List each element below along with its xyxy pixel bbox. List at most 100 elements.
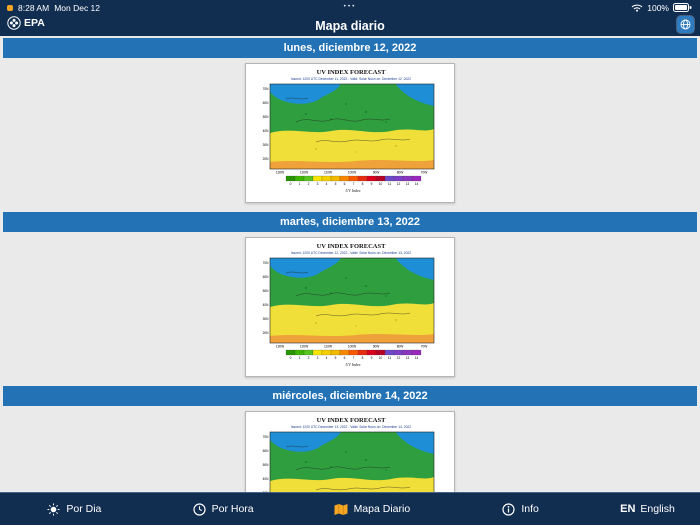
scale-value: 8	[362, 182, 364, 186]
uv-scale-values: 0 1 2 3 4 5 6 7 8 9 10 11 12 13 14	[290, 356, 419, 360]
scale-value: 7	[353, 182, 355, 186]
scale-value: 4	[326, 182, 328, 186]
tab-mapa-diario[interactable]: Mapa Diario	[298, 503, 447, 516]
scale-value: 14	[415, 356, 419, 360]
uv-scale-values: 0 1 2 3 4 5 6 7 8 9 10 11 12 13 14	[290, 182, 419, 186]
globe-icon	[680, 19, 691, 30]
scale-value: 14	[415, 182, 419, 186]
lat-label: 50N	[263, 289, 270, 293]
home-indicator-dots: •••	[343, 3, 357, 10]
map-title: UV INDEX FORECAST	[317, 417, 387, 424]
lat-label: 50N	[263, 115, 270, 119]
longitude-labels: 130W 120W 110W 100W 90W 80W 70W	[276, 345, 427, 349]
scale-value: 8	[362, 356, 364, 360]
lat-label: 40N	[263, 477, 270, 481]
clock-icon	[193, 502, 206, 516]
top-header: 8:28 AM Mon Dec 12 ••• 100%	[0, 0, 700, 36]
scale-value: 12	[397, 182, 401, 186]
uv-axis-label: UV Index	[345, 188, 360, 193]
lon-label: 120W	[300, 345, 308, 349]
epa-logo-text: EPA	[24, 17, 45, 29]
lon-label: 100W	[348, 171, 356, 175]
scale-value: 12	[397, 356, 401, 360]
battery-icon	[673, 3, 692, 12]
lat-label: 40N	[263, 129, 270, 133]
uv-map-card: UV INDEX FORECAST Issued: 1200 UTC Decem…	[245, 411, 455, 492]
scale-value: 6	[344, 182, 346, 186]
scale-value: 5	[335, 356, 337, 360]
lat-label: 20N	[263, 157, 270, 161]
day-header: martes, diciembre 13, 2022	[3, 212, 697, 232]
scale-value: 11	[388, 356, 392, 360]
tab-por-dia[interactable]: Por Dia	[0, 503, 149, 516]
lat-label: 50N	[263, 463, 270, 467]
lat-label: 70N	[263, 435, 270, 439]
latitude-labels: 70N 60N 50N 40N 30N 20N	[263, 87, 270, 161]
status-left: 8:28 AM Mon Dec 12	[7, 3, 100, 13]
scale-value: 13	[406, 356, 410, 360]
map-slot: UV INDEX FORECAST Issued: 1200 UTC Decem…	[0, 63, 700, 203]
lon-label: 100W	[348, 345, 356, 349]
scale-value: 10	[379, 356, 383, 360]
uv-color-scale	[285, 175, 422, 182]
uv-color-scale	[285, 349, 422, 356]
lat-label: 20N	[263, 331, 270, 335]
language-selector[interactable]: EN English	[595, 503, 700, 515]
scale-value: 11	[388, 182, 392, 186]
nav-bar: EPA Mapa diario	[0, 15, 700, 36]
globe-button[interactable]	[677, 16, 694, 33]
epa-logo: EPA	[7, 16, 45, 30]
battery-percent: 100%	[647, 2, 669, 13]
lat-label: 30N	[263, 491, 270, 492]
scale-value: 5	[335, 182, 337, 186]
content-scroll[interactable]: lunes, diciembre 12, 2022 UV INDEX FOREC…	[0, 36, 700, 492]
lon-label: 120W	[300, 171, 308, 175]
scale-value: 7	[353, 356, 355, 360]
scale-value: 9	[371, 182, 373, 186]
lon-label: 130W	[276, 171, 284, 175]
wifi-icon	[631, 4, 643, 12]
map-slot: UV INDEX FORECAST Issued: 1200 UTC Decem…	[0, 237, 700, 377]
map-subtitle: Issued: 1200 UTC December 11, 2022 - Val…	[291, 77, 411, 81]
map-icon	[334, 503, 348, 515]
map-slot: UV INDEX FORECAST Issued: 1200 UTC Decem…	[0, 411, 700, 492]
day-header: miércoles, diciembre 14, 2022	[3, 386, 697, 406]
tab-info[interactable]: Info	[446, 502, 595, 516]
lon-label: 130W	[276, 345, 284, 349]
page-title: Mapa diario	[315, 18, 385, 33]
lat-label: 40N	[263, 303, 270, 307]
status-date: Mon Dec 12	[54, 2, 101, 13]
language-code: EN	[620, 503, 636, 515]
tab-label: Por Hora	[211, 503, 254, 515]
info-icon	[502, 502, 515, 516]
map-plot-area	[269, 431, 435, 492]
map-title: UV INDEX FORECAST	[317, 243, 387, 250]
tab-label: Por Dia	[66, 503, 102, 515]
uv-map-card: UV INDEX FORECAST Issued: 1200 UTC Decem…	[245, 63, 455, 203]
lon-label: 90W	[373, 345, 380, 349]
lon-label: 90W	[373, 171, 380, 175]
uv-forecast-map: UV INDEX FORECAST Issued: 1200 UTC Decem…	[263, 69, 435, 193]
scale-value: 3	[317, 182, 319, 186]
scale-value: 13	[406, 182, 410, 186]
tab-bar: Por Dia Por Hora Mapa Diario	[0, 492, 700, 525]
day-section: martes, diciembre 13, 2022 UV INDEX FORE…	[0, 212, 700, 377]
tab-label: Mapa Diario	[353, 503, 411, 515]
scale-value: 1	[299, 182, 301, 186]
uv-forecast-map: UV INDEX FORECAST Issued: 1200 UTC Decem…	[263, 243, 435, 367]
lon-label: 70W	[421, 345, 428, 349]
latitude-labels: 70N 60N 50N 40N 30N 20N	[263, 435, 270, 492]
status-indicator-icon	[7, 4, 13, 11]
lon-label: 110W	[324, 171, 332, 175]
scale-value: 1	[299, 356, 301, 360]
scale-value: 10	[379, 182, 383, 186]
map-subtitle: Issued: 1200 UTC December 12, 2022 - Val…	[291, 251, 411, 255]
lat-label: 30N	[263, 143, 270, 147]
day-section: miércoles, diciembre 14, 2022 UV INDEX F…	[0, 386, 700, 492]
longitude-labels: 130W 120W 110W 100W 90W 80W 70W	[276, 171, 427, 175]
tab-por-hora[interactable]: Por Hora	[149, 502, 298, 516]
scale-value: 0	[290, 182, 292, 186]
scale-value: 3	[317, 356, 319, 360]
sun-icon	[47, 503, 60, 515]
